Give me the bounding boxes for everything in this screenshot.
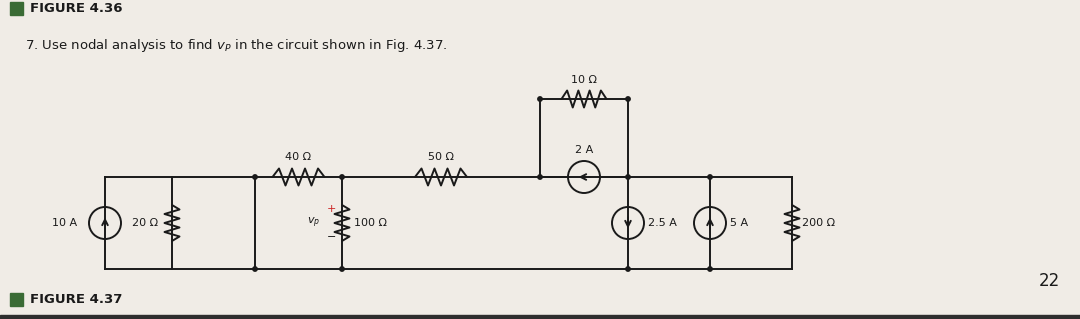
Text: +: + (326, 204, 336, 214)
Circle shape (538, 175, 542, 179)
Text: 40 Ω: 40 Ω (285, 152, 311, 162)
Circle shape (707, 175, 712, 179)
Text: 10 A: 10 A (52, 218, 77, 228)
Bar (10, 293, 23, 306)
Bar (10, 2, 23, 15)
Text: 7. Use nodal analysis to find $v_P$ in the circuit shown in Fig. 4.37.: 7. Use nodal analysis to find $v_P$ in t… (25, 38, 447, 55)
Text: FIGURE 4.36: FIGURE 4.36 (30, 2, 122, 15)
Text: 22: 22 (1039, 272, 1059, 290)
Text: 20 Ω: 20 Ω (132, 218, 158, 228)
Circle shape (340, 267, 345, 271)
Text: 100 Ω: 100 Ω (354, 218, 387, 228)
Text: 2.5 A: 2.5 A (648, 218, 677, 228)
Circle shape (253, 267, 257, 271)
Text: 200 Ω: 200 Ω (802, 218, 835, 228)
Text: −: − (326, 232, 336, 242)
Circle shape (625, 175, 631, 179)
Text: 5 A: 5 A (730, 218, 748, 228)
Circle shape (538, 97, 542, 101)
Circle shape (340, 175, 345, 179)
Text: 2 A: 2 A (575, 145, 593, 155)
Circle shape (253, 175, 257, 179)
Circle shape (625, 97, 631, 101)
Circle shape (625, 267, 631, 271)
Text: 10 Ω: 10 Ω (571, 75, 597, 85)
Text: 50 Ω: 50 Ω (428, 152, 454, 162)
Text: $v_p$: $v_p$ (307, 216, 320, 230)
Text: FIGURE 4.37: FIGURE 4.37 (30, 293, 122, 306)
Circle shape (707, 267, 712, 271)
Bar (0, 315, 1080, 319)
